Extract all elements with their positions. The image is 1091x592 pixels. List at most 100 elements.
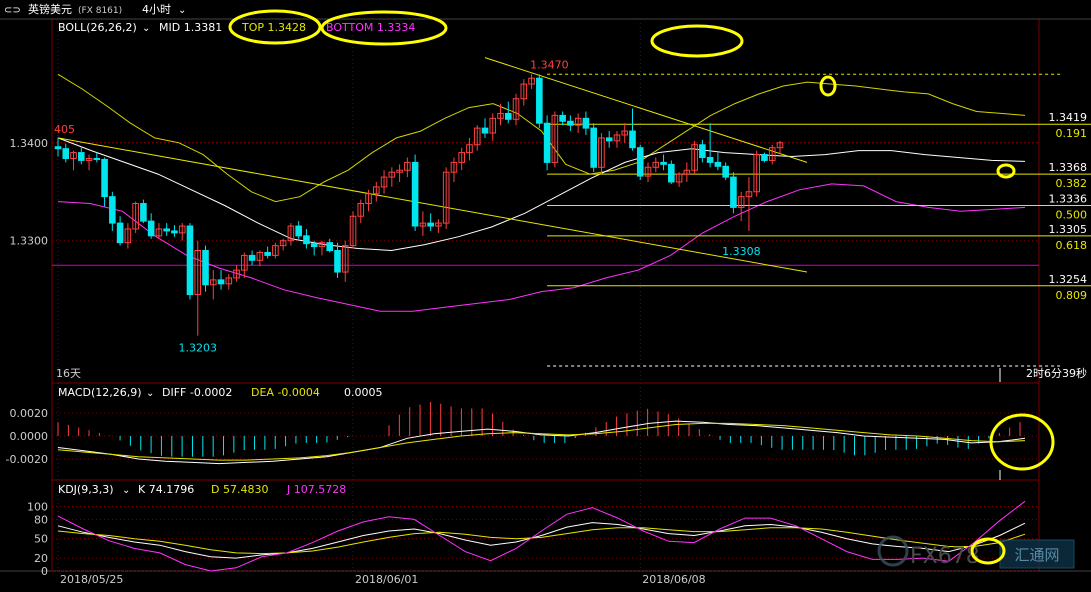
candle-body [722, 165, 729, 178]
candle-body [699, 144, 706, 158]
boll-lower-line [57, 183, 1026, 312]
macd-label[interactable]: MACD(12,26,9) [58, 386, 142, 399]
candle-body [225, 277, 233, 285]
candle-body [559, 114, 566, 122]
countdown-label: 2时6分39秒 [1026, 366, 1087, 380]
kdj-chevron-icon[interactable]: ⌄ [122, 485, 130, 496]
price-tick-label: 1.3300 [10, 235, 49, 248]
candle-body [636, 147, 644, 177]
candle-body [450, 161, 458, 173]
macd-chevron-icon[interactable]: ⌄ [146, 388, 154, 399]
candle-body [147, 220, 155, 237]
kdj-j-value: J 107.5728 [286, 483, 346, 496]
candle-body [714, 161, 722, 167]
candle-body [660, 161, 667, 165]
boll-label[interactable]: BOLL(26,26,2) [58, 21, 137, 34]
kdj-panel-frame [51, 479, 1040, 572]
kdj-tick-label: 80 [34, 513, 48, 526]
fib-ratio-label: 0.382 [1056, 177, 1088, 190]
candle-body [427, 222, 434, 227]
bollinger-layer [57, 73, 1026, 312]
candle-body [411, 161, 419, 227]
candle-body [77, 152, 85, 161]
title-bar: ⊂⊃ 英镑美元 (FX 8161) 4小时 ⌄ [4, 2, 186, 16]
back-icon[interactable]: ⊂⊃ [4, 5, 21, 16]
candle-body [504, 112, 512, 120]
days-label: 16天 [56, 367, 81, 380]
macd-dea-value: DEA -0.0004 [251, 386, 320, 399]
kdj-label[interactable]: KDJ(9,3,3) [58, 483, 114, 496]
candle-body [419, 222, 427, 227]
candle-body [458, 152, 465, 163]
candle-body [489, 117, 497, 134]
boll-top-value: TOP 1.3428 [241, 21, 306, 34]
kdj-k-value: K 74.1796 [138, 483, 194, 496]
boll-header: BOLL(26,26,2) ⌄ MID 1.3381 TOP 1.3428 BO… [58, 21, 415, 34]
candle-body [93, 157, 101, 160]
instrument-code: (FX 8161) [78, 6, 122, 16]
candle-body [163, 228, 170, 232]
watermark-subtext: 汇通网 [1014, 546, 1059, 564]
candle-body [536, 77, 543, 124]
candle-body [124, 228, 132, 244]
candle-body [528, 77, 535, 85]
candle-body [590, 127, 597, 168]
candle-body [567, 120, 574, 126]
fib-ratio-label: 0.191 [1056, 127, 1088, 140]
candle-body [155, 228, 163, 237]
candle-body [512, 98, 520, 120]
candle-body [776, 142, 784, 149]
fibonacci-layer: 1.3419 0.191 1.3368 0.382 1.3336 0.500 1.3305 0… [547, 73, 1091, 367]
highlight-layer [228, 9, 1055, 565]
candle-body [613, 134, 621, 142]
watermark-box [999, 539, 1075, 569]
candle-body [85, 157, 93, 161]
candle-body [644, 166, 652, 177]
candle-body [466, 144, 473, 154]
candle-body [109, 196, 116, 224]
candle-body [186, 225, 194, 296]
watermark-text: FX678 [910, 544, 980, 569]
candle-body [388, 171, 396, 178]
highlight-ring-macd [989, 413, 1055, 471]
candle-body [101, 158, 108, 198]
kdj-tick-label: 50 [34, 533, 48, 546]
boll-mid-value: MID 1.3381 [159, 21, 222, 34]
candle-body [683, 169, 691, 175]
high-price-label: 1.3470 [530, 58, 569, 71]
candle-body [70, 152, 77, 159]
candle-body [217, 279, 225, 285]
boll-chevron-icon[interactable]: ⌄ [142, 23, 150, 34]
kdj-header: KDJ(9,3,3) ⌄ K 74.1796 D 57.4830 J 107.5… [58, 483, 346, 496]
highlight-ring-top [228, 9, 322, 45]
candle-body [248, 254, 256, 261]
date-tick-label: 2018/06/08 [642, 573, 705, 586]
period-selector[interactable]: 4小时 [142, 3, 171, 16]
macd-layer [57, 368, 1026, 480]
period-chevron-icon[interactable]: ⌄ [178, 5, 186, 16]
candle-body [745, 191, 753, 198]
macd-tick-label: -0.0020 [6, 453, 48, 466]
fib-ratio-label: 0.500 [1056, 208, 1088, 221]
candle-body [582, 117, 590, 129]
fib-price-label: 1.3419 [1049, 111, 1088, 124]
candle-body [652, 161, 660, 168]
candle-body [598, 137, 605, 168]
macd-dea-line [57, 422, 1026, 461]
candle-body [365, 193, 372, 205]
candle-body [357, 203, 365, 217]
price-corner-label: 405 [54, 123, 75, 136]
kdj-d-line [57, 527, 1026, 555]
candle-body [706, 156, 714, 163]
candle-body [768, 147, 776, 161]
instrument-name: 英镑美元 [28, 2, 72, 16]
fib-price-label: 1.3254 [1049, 273, 1088, 286]
kdj-layer [57, 500, 1026, 572]
candle-body [54, 146, 62, 150]
candle-body [341, 245, 349, 273]
candle-body [303, 235, 310, 245]
kdj-j-line [57, 500, 1026, 572]
